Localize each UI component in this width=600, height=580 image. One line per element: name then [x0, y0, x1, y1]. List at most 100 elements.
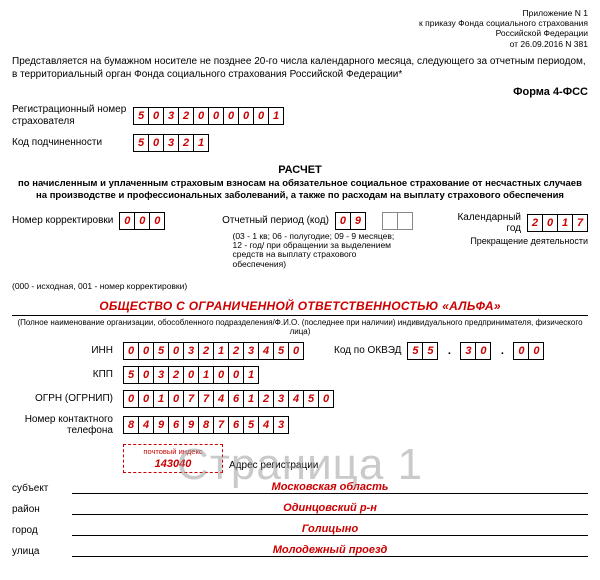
digit-cell: 1 [268, 107, 284, 125]
digit-cell: 2 [178, 134, 194, 152]
inn-row: ИНН 005032123450 Код по ОКВЭД 55 . 30 . … [12, 342, 588, 360]
post-block: почтовый индекс 143040 Адрес регистрации [12, 444, 588, 473]
okved-cells-1: 55 [407, 342, 438, 360]
phone-row: Номер контактного телефона 84969876543 [12, 414, 588, 436]
digit-cell: 6 [228, 416, 244, 434]
digit-cell: 2 [228, 342, 244, 360]
digit-cell: 3 [460, 342, 476, 360]
period-cells: 09 [335, 212, 366, 230]
reg-number-label: Регистрационный номер страхователя [12, 104, 127, 128]
street-row: улица Молодежный проезд [12, 544, 588, 557]
digit-cell: 0 [193, 107, 209, 125]
okved-label: Код по ОКВЭД [334, 345, 401, 356]
phone-label: Номер контактного телефона [12, 414, 117, 436]
digit-cell: 6 [168, 416, 184, 434]
digit-cell: 6 [228, 390, 244, 408]
digit-cell: 5 [243, 416, 259, 434]
ogrn-cells: 00107746123450 [123, 390, 334, 408]
reg-number-row: Регистрационный номер страхователя 50320… [12, 104, 588, 128]
digit-cell: 3 [163, 134, 179, 152]
period-note: (03 - 1 кв; 06 - полугодие; 09 - 9 месяц… [233, 232, 403, 269]
digit-cell [382, 212, 398, 230]
digit-cell: 9 [183, 416, 199, 434]
inn-label: ИНН [12, 345, 117, 356]
digit-cell: 3 [273, 416, 289, 434]
form-name: Форма 4-ФСС [12, 86, 588, 98]
year-cells: 2017 [527, 214, 588, 232]
org-caption: (Полное наименование организации, обособ… [12, 318, 588, 336]
digit-cell: 0 [168, 390, 184, 408]
district-value: Одинцовский р-н [72, 502, 588, 515]
post-index-label: почтовый индекс [128, 447, 218, 456]
digit-cell: 0 [183, 366, 199, 384]
digit-cell: 5 [303, 390, 319, 408]
digit-cell: 0 [335, 212, 351, 230]
digit-cell: 0 [148, 134, 164, 152]
city-label: город [12, 525, 72, 536]
district-row: район Одинцовский р-н [12, 502, 588, 515]
digit-cell: 1 [243, 366, 259, 384]
inn-cells: 005032123450 [123, 342, 304, 360]
digit-cell: 1 [243, 390, 259, 408]
digit-cell: 0 [208, 107, 224, 125]
okved-cells-3: 00 [513, 342, 544, 360]
period-extra-cells [382, 212, 413, 230]
digit-cell: 7 [572, 214, 588, 232]
digit-cell: 0 [148, 107, 164, 125]
subject-value: Московская область [72, 481, 588, 494]
digit-cell: 4 [258, 416, 274, 434]
post-index-box: почтовый индекс 143040 [123, 444, 223, 473]
digit-cell: 7 [198, 390, 214, 408]
digit-cell: 5 [153, 342, 169, 360]
okved-dot-1: . [444, 345, 454, 357]
kpp-cells: 503201001 [123, 366, 259, 384]
kpp-label: КПП [12, 369, 117, 380]
digit-cell: 0 [228, 366, 244, 384]
digit-cell: 2 [178, 107, 194, 125]
digit-cell: 0 [138, 342, 154, 360]
intro-text: Представляется на бумажном носителе не п… [12, 55, 588, 82]
digit-cell: 5 [133, 107, 149, 125]
post-index-value: 143040 [128, 456, 218, 472]
sub-code-cells: 50321 [133, 134, 209, 152]
period-label: Отчетный период (код) [222, 215, 329, 226]
subject-label: субъект [12, 483, 72, 494]
digit-cell: 9 [153, 416, 169, 434]
digit-cell: 0 [475, 342, 491, 360]
digit-cell: 1 [213, 342, 229, 360]
corr-label: Номер корректировки [12, 215, 113, 226]
digit-cell: 0 [253, 107, 269, 125]
corr-cells: 000 [119, 212, 165, 230]
org-name: ОБЩЕСТВО С ОГРАНИЧЕННОЙ ОТВЕТСТВЕННОСТЬЮ… [12, 299, 588, 313]
ogrn-label: ОГРН (ОГРНИП) [12, 393, 117, 404]
okved-dot-2: . [497, 345, 507, 357]
corr-note: (000 - исходная, 001 - номер корректиров… [12, 281, 588, 291]
digit-cell: 4 [138, 416, 154, 434]
digit-cell: 0 [542, 214, 558, 232]
digit-cell: 0 [223, 107, 239, 125]
digit-cell: 4 [213, 390, 229, 408]
appendix-line-2: к приказу Фонда социального страхования [12, 18, 588, 28]
digit-cell: 0 [238, 107, 254, 125]
subtitle: по начисленным и уплаченным страховым вз… [12, 178, 588, 202]
digit-cell: 9 [350, 212, 366, 230]
digit-cell: 2 [527, 214, 543, 232]
digit-cell: 0 [318, 390, 334, 408]
reg-number-cells: 5032000001 [133, 107, 284, 125]
digit-cell: 8 [198, 416, 214, 434]
year-label: Календарный год [448, 212, 521, 234]
digit-cell: 4 [288, 390, 304, 408]
digit-cell: 7 [213, 416, 229, 434]
digit-cell: 0 [119, 212, 135, 230]
termination-label: Прекращение деятельности [448, 236, 588, 246]
appendix-line-1: Приложение N 1 [12, 8, 588, 18]
digit-cell: 3 [163, 107, 179, 125]
digit-cell: 0 [149, 212, 165, 230]
digit-cell: 0 [513, 342, 529, 360]
sub-code-row: Код подчиненности 50321 [12, 134, 588, 152]
phone-cells: 84969876543 [123, 416, 289, 434]
digit-cell: 0 [138, 390, 154, 408]
digit-cell: 3 [243, 342, 259, 360]
digit-cell: 7 [183, 390, 199, 408]
digit-cell: 0 [134, 212, 150, 230]
